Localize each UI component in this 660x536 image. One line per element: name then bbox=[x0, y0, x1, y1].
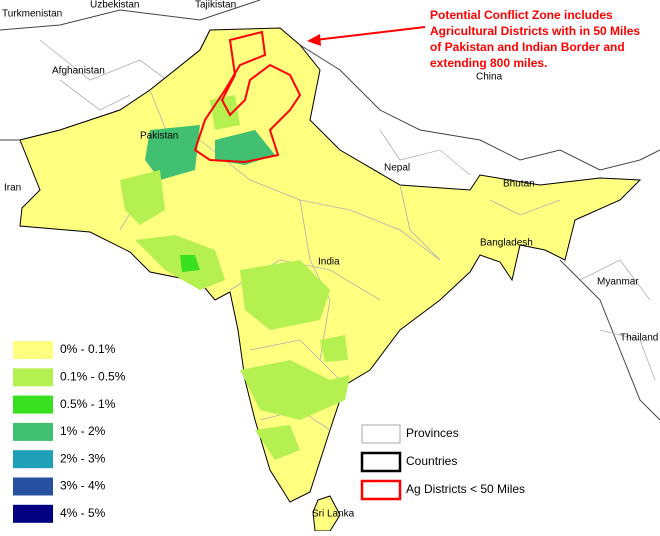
legend: 0% - 0.1% 0.1% - 0.5% 0.5% - 1% 1% - 2% 2% -… bbox=[13, 341, 126, 523]
boundary-swatch bbox=[360, 479, 402, 501]
legend-swatch bbox=[13, 368, 53, 387]
annotation-line: Agricultural Districts with in 50 Miles bbox=[430, 24, 640, 38]
legend-swatch bbox=[13, 504, 53, 523]
legend-label: 3% - 4% bbox=[60, 479, 106, 493]
annotation-arrow bbox=[307, 26, 426, 46]
boundary-legend: Provinces Countries Ag Districts < 50 Mile… bbox=[360, 424, 525, 501]
place-label: Tajikistan bbox=[195, 0, 236, 11]
place-label: Sri Lanka bbox=[312, 509, 355, 520]
place-label: Turkmenistan bbox=[2, 9, 62, 20]
legend-label: 1% - 2% bbox=[60, 424, 106, 438]
annotation-line: of Pakistan and Indian Border and bbox=[430, 40, 625, 54]
place-label: Pakistan bbox=[140, 131, 178, 142]
legend-swatch bbox=[13, 395, 53, 414]
legend-label: 2% - 3% bbox=[60, 451, 106, 465]
legend-swatch bbox=[13, 341, 53, 359]
boundary-swatch bbox=[360, 451, 402, 473]
place-label: Afghanistan bbox=[52, 66, 105, 77]
legend-label: 0% - 0.1% bbox=[60, 342, 116, 356]
annotation-line: Potential Conflict Zone includes bbox=[430, 8, 613, 22]
neighbor-provinces bbox=[39, 39, 656, 381]
district-patches bbox=[120, 95, 350, 460]
place-label: Bangladesh bbox=[480, 238, 533, 249]
ag-district-outline bbox=[193, 30, 302, 164]
legend-label: 4% - 5% bbox=[60, 506, 106, 520]
legend-swatch bbox=[13, 422, 53, 441]
legend-label: 0.5% - 1% bbox=[60, 397, 116, 411]
place-label: Bhutan bbox=[503, 179, 535, 190]
place-label: Uzbekistan bbox=[90, 0, 139, 11]
place-label: India bbox=[318, 257, 340, 268]
boundary-label: Ag Districts < 50 Miles bbox=[406, 482, 525, 496]
place-label: Iran bbox=[4, 183, 21, 194]
annotation: Potential Conflict Zone includes Agricul… bbox=[430, 8, 640, 70]
place-label: Nepal bbox=[384, 163, 410, 174]
legend-swatch bbox=[13, 450, 53, 469]
annotation-line: extending 800 miles. bbox=[430, 56, 547, 70]
legend-label: 0.1% - 0.5% bbox=[60, 369, 126, 383]
place-label: Thailand bbox=[620, 333, 658, 344]
place-labels: Turkmenistan Uzbekistan Tajikistan Afgha… bbox=[2, 0, 658, 520]
boundary-label: Provinces bbox=[406, 426, 459, 440]
legend-swatch bbox=[13, 477, 53, 496]
place-label: China bbox=[476, 72, 503, 83]
boundary-swatch bbox=[361, 424, 401, 444]
place-label: Myanmar bbox=[597, 277, 639, 288]
boundary-label: Countries bbox=[406, 454, 457, 468]
